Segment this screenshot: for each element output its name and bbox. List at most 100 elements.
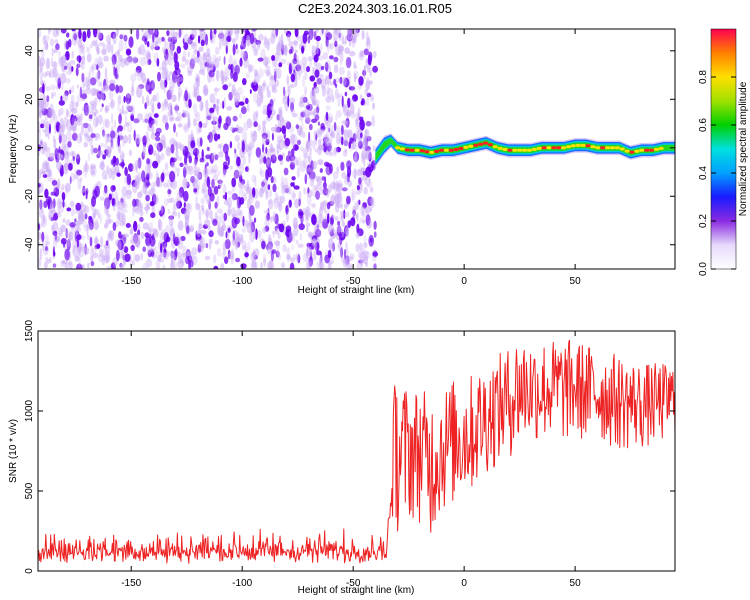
noise-speckle xyxy=(165,225,170,235)
noise-speckle xyxy=(304,173,308,185)
noise-speckle xyxy=(223,165,229,170)
noise-speckle xyxy=(289,133,296,145)
noise-speckle xyxy=(365,175,371,187)
noise-speckle xyxy=(322,200,327,207)
noise-speckle xyxy=(274,71,277,82)
noise-speckle xyxy=(76,239,80,248)
noise-speckle xyxy=(259,170,265,178)
noise-speckle xyxy=(154,142,159,148)
noise-speckle xyxy=(253,79,257,86)
noise-speckle xyxy=(274,240,281,246)
noise-speckle xyxy=(223,184,227,195)
noise-speckle xyxy=(196,173,202,179)
noise-speckle xyxy=(355,134,358,140)
noise-speckle xyxy=(288,62,293,75)
noise-speckle xyxy=(229,165,233,170)
noise-speckle xyxy=(50,84,56,91)
noise-speckle xyxy=(137,229,141,236)
noise-speckle xyxy=(92,213,96,220)
noise-speckle xyxy=(356,223,360,234)
noise-speckle xyxy=(327,238,334,250)
noise-speckle xyxy=(266,89,271,99)
noise-speckle xyxy=(52,109,56,121)
noise-speckle xyxy=(283,44,288,56)
noise-speckle xyxy=(311,214,317,226)
noise-speckle xyxy=(360,204,365,217)
noise-speckle xyxy=(83,163,90,173)
noise-speckle xyxy=(333,121,337,132)
noise-speckle xyxy=(307,187,310,194)
colorbar-title: Normalized spectral amplitude xyxy=(738,81,749,216)
noise-speckle xyxy=(271,55,276,61)
noise-speckle xyxy=(165,122,169,131)
noise-speckle xyxy=(343,209,346,220)
noise-speckle xyxy=(157,37,162,44)
noise-speckle xyxy=(369,207,373,212)
noise-speckle xyxy=(205,112,209,125)
noise-speckle xyxy=(118,113,122,125)
signal-core-mark xyxy=(404,148,410,152)
signal-core-mark xyxy=(541,146,547,150)
noise-speckle xyxy=(357,205,360,211)
noise-speckle xyxy=(172,259,178,269)
noise-speckle xyxy=(273,198,276,204)
noise-speckle xyxy=(84,76,90,88)
noise-speckle xyxy=(150,186,156,197)
noise-speckle xyxy=(157,254,162,262)
noise-speckle xyxy=(291,112,298,118)
noise-speckle xyxy=(193,83,200,91)
noise-speckle xyxy=(197,35,201,44)
noise-speckle xyxy=(232,230,236,242)
noise-speckle xyxy=(299,146,305,152)
noise-speckle xyxy=(176,46,181,54)
noise-speckle xyxy=(342,150,348,157)
noise-speckle xyxy=(275,250,280,258)
noise-speckle xyxy=(164,97,169,104)
noise-speckle xyxy=(192,91,198,98)
noise-speckle xyxy=(55,43,60,51)
noise-speckle xyxy=(137,74,143,82)
noise-speckle xyxy=(223,96,226,109)
noise-speckle xyxy=(225,191,227,201)
noise-speckle xyxy=(309,147,312,156)
noise-speckle xyxy=(61,143,66,151)
noise-speckle xyxy=(67,61,72,71)
noise-speckle xyxy=(288,186,292,195)
colorbar: 0.00.20.40.60.8 Normalized spectral ampl… xyxy=(698,28,749,276)
noise-speckle xyxy=(246,118,253,129)
noise-speckle xyxy=(278,109,281,120)
noise-speckle xyxy=(270,105,274,111)
noise-speckle xyxy=(338,32,341,39)
noise-speckle xyxy=(270,176,274,184)
noise-speckle xyxy=(167,36,173,43)
noise-speckle xyxy=(39,63,43,73)
noise-speckle xyxy=(119,150,125,162)
noise-speckle xyxy=(53,114,59,126)
noise-speckle xyxy=(365,149,372,160)
noise-speckle xyxy=(213,265,219,269)
noise-speckle xyxy=(209,29,213,41)
noise-speckle xyxy=(201,207,205,215)
noise-speckle xyxy=(65,228,68,239)
noise-speckle xyxy=(50,56,54,68)
noise-speckle xyxy=(337,95,341,108)
noise-speckle xyxy=(188,98,192,109)
noise-speckle xyxy=(178,186,185,198)
noise-speckle xyxy=(69,89,72,94)
noise-speckle xyxy=(183,110,189,118)
noise-speckle xyxy=(149,84,154,89)
noise-speckle xyxy=(56,153,63,160)
noise-speckle xyxy=(69,124,75,131)
noise-speckle xyxy=(319,168,323,173)
noise-speckle xyxy=(92,29,98,38)
noise-speckle xyxy=(145,59,149,66)
noise-speckle xyxy=(134,207,140,215)
signal-core-mark xyxy=(429,150,435,154)
noise-speckle xyxy=(339,210,343,223)
noise-speckle xyxy=(266,40,270,52)
noise-speckle xyxy=(364,255,369,261)
noise-speckle xyxy=(89,65,94,73)
noise-speckle xyxy=(124,166,128,176)
noise-speckle xyxy=(249,89,252,94)
